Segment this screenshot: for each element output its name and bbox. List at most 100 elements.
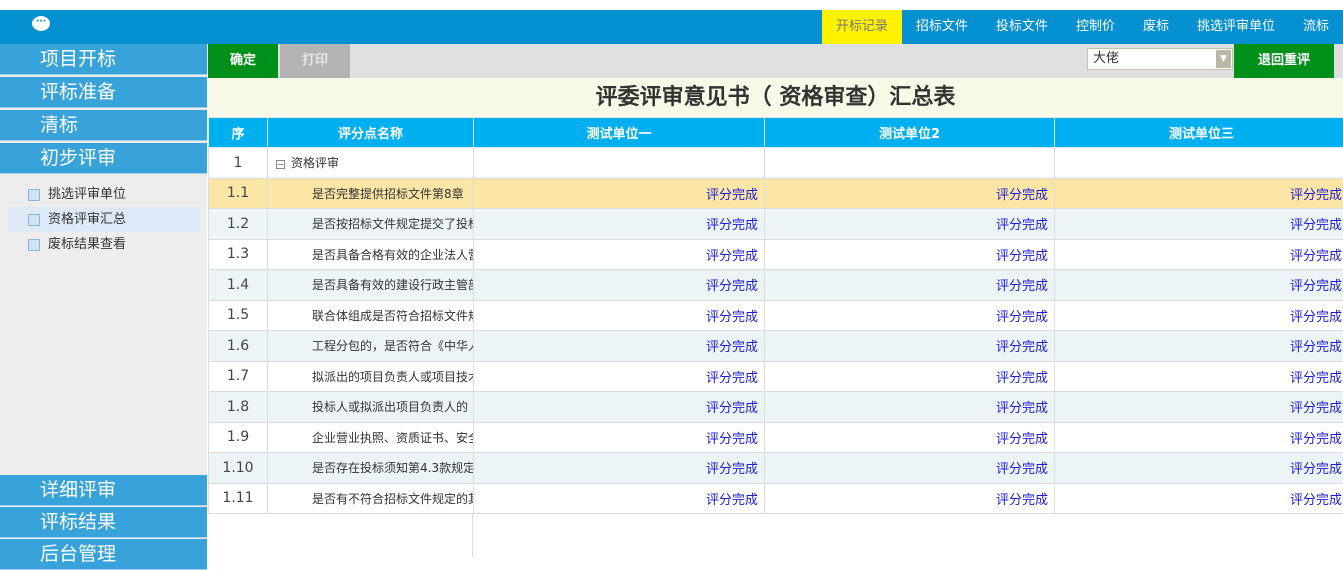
status-link[interactable]: 评分完成 [474,422,765,453]
row-number: 1.3 [209,239,268,270]
status-link[interactable]: 评分完成 [765,300,1055,331]
status-link[interactable]: 评分完成 [765,392,1055,423]
return-re-evaluate-button[interactable]: 退回重评 [1234,44,1334,78]
column-header: 评分点名称 [268,118,474,148]
criterion-name: 联合体组成是否符合招标文件规 [268,300,474,331]
document-icon [28,239,40,251]
sub-item-label: 挑选评审单位 [48,187,126,202]
sub-item-select-units[interactable]: 挑选评审单位 [8,182,200,207]
criterion-name: 是否存在投标须知第4.3款规定的 [268,453,474,484]
column-header: 测试单位三 [1055,118,1343,148]
group-label: 资格评审 [291,156,339,170]
row-number: 1.6 [209,331,268,362]
document-icon [28,189,40,201]
status-link[interactable]: 评分完成 [1055,209,1343,240]
status-link[interactable]: 评分完成 [474,209,765,240]
top-strip [0,0,1343,10]
menu-item-admin[interactable]: 后台管理 [0,539,207,570]
status-link[interactable]: 评分完成 [474,178,765,209]
criterion-name: 是否有不符合招标文件规定的其 [268,483,474,514]
status-link[interactable]: 评分完成 [1055,483,1343,514]
status-link[interactable]: 评分完成 [474,453,765,484]
nav-item[interactable]: 控制价 [1062,10,1129,44]
status-link[interactable]: 评分完成 [474,239,765,270]
status-link[interactable]: 评分完成 [1055,453,1343,484]
nav-item[interactable]: 废标 [1129,10,1183,44]
page-title: 评委评审意见书（ 资格审查）汇总表 [208,78,1343,117]
nav-item[interactable]: 招标文件 [902,10,982,44]
criterion-name: 拟派出的项目负责人或项目技术 [268,361,474,392]
criterion-name: 是否具备有效的建设行政主管部 [268,270,474,301]
sub-item-label: 废标结果查看 [48,237,126,252]
status-link[interactable]: 评分完成 [1055,178,1343,209]
status-link[interactable]: 评分完成 [474,392,765,423]
sub-item-qualification-summary[interactable]: 资格评审汇总 [8,207,200,232]
status-link[interactable]: 评分完成 [765,178,1055,209]
sub-item-disqualification-results[interactable]: 废标结果查看 [8,232,200,257]
row-number: 1.8 [209,392,268,423]
column-header: 测试单位一 [474,118,765,148]
status-link[interactable]: 评分完成 [1055,392,1343,423]
status-link[interactable]: 评分完成 [765,239,1055,270]
status-link[interactable]: 评分完成 [474,331,765,362]
criterion-name: 企业营业执照、资质证书、安全 [268,422,474,453]
status-link[interactable]: 评分完成 [1055,270,1343,301]
status-link[interactable]: 评分完成 [474,483,765,514]
column-divider [472,514,473,557]
status-link[interactable]: 评分完成 [765,483,1055,514]
status-link[interactable]: 评分完成 [765,422,1055,453]
menu-item-preliminary-review[interactable]: 初步评审 [0,143,207,174]
row-number: 1.9 [209,422,268,453]
chevron-down-icon[interactable]: ▼ [1216,50,1231,68]
nav-item[interactable]: 流标 [1289,10,1343,44]
menu-item-evaluation-prep[interactable]: 评标准备 [0,77,207,108]
top-nav: 开标记录招标文件投标文件控制价废标挑选评审单位流标 [822,10,1343,44]
criterion-name: 是否具备合格有效的企业法人营 [268,239,474,270]
group-row: 1−资格评审 [209,148,1343,179]
row-number: 1.10 [209,453,268,484]
status-link[interactable]: 评分完成 [474,270,765,301]
status-link[interactable]: 评分完成 [1055,300,1343,331]
criterion-name: 工程分包的，是否符合《中华人 [268,331,474,362]
status-link[interactable]: 评分完成 [1055,239,1343,270]
print-button[interactable]: 打印 [280,44,350,78]
column-header: 测试单位2 [765,118,1055,148]
header-bar: ··· 开标记录招标文件投标文件控制价废标挑选评审单位流标 [0,10,1343,44]
nav-item[interactable]: 开标记录 [822,10,902,44]
status-link[interactable]: 评分完成 [474,300,765,331]
toolbar: 确定 打印 大佬▼ 退回重评 [208,44,1343,78]
status-link[interactable]: 评分完成 [765,453,1055,484]
menu-item-project-opening[interactable]: 项目开标 [0,44,207,75]
status-link[interactable]: 评分完成 [765,209,1055,240]
status-link[interactable]: 评分完成 [1055,331,1343,362]
status-link[interactable]: 评分完成 [1055,422,1343,453]
status-link[interactable]: 评分完成 [765,270,1055,301]
nav-item[interactable]: 投标文件 [982,10,1062,44]
row-number: 1.2 [209,209,268,240]
status-link[interactable]: 评分完成 [765,331,1055,362]
criterion-name: 是否按招标文件规定提交了投标 [268,209,474,240]
menu-item-detailed-review[interactable]: 详细评审 [0,475,207,506]
menu-item-clearing[interactable]: 清标 [0,110,207,141]
expert-select[interactable]: 大佬▼ [1087,48,1233,70]
chat-bubble-icon[interactable]: ··· [32,16,50,31]
status-link[interactable]: 评分完成 [474,361,765,392]
menu-item-evaluation-result[interactable]: 评标结果 [0,507,207,538]
confirm-button[interactable]: 确定 [208,44,278,78]
nav-item[interactable]: 挑选评审单位 [1183,10,1289,44]
collapse-icon[interactable]: − [276,160,285,169]
status-link[interactable]: 评分完成 [765,361,1055,392]
status-link[interactable]: 评分完成 [1055,361,1343,392]
